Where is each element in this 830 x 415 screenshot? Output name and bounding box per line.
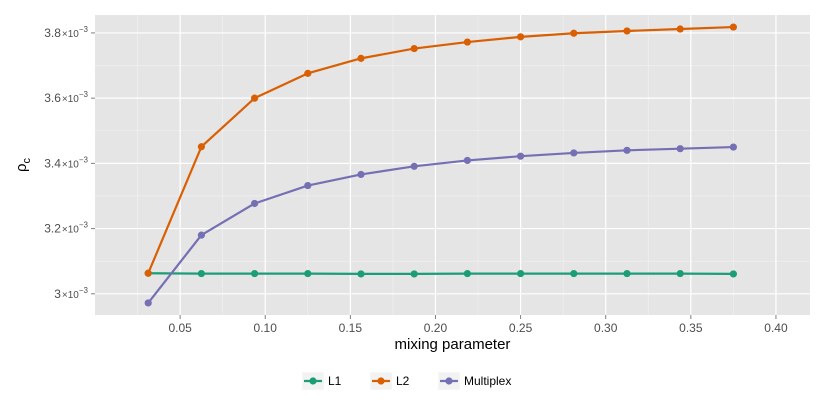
data-point-multiplex [410, 162, 418, 170]
y-tick-base: ×10 [62, 225, 79, 236]
y-tick-exponent: −3 [79, 155, 89, 164]
data-point-l1 [250, 269, 259, 278]
data-point-l2 [304, 69, 312, 77]
y-tick-exponent: −3 [79, 286, 89, 295]
data-point-l1 [304, 269, 312, 278]
y-tick-mantissa: 3.2 [44, 222, 61, 236]
data-point-l2 [516, 33, 525, 41]
y-tick-label: 3.8×10−3 [44, 25, 88, 40]
legend-label: Multiplex [464, 374, 511, 388]
y-tick-exponent: −3 [79, 221, 89, 230]
y-tick-exponent: −3 [79, 90, 89, 99]
y-axis: 3×10−33.2×10−33.4×10−33.6×10−33.8×10−3 [44, 25, 95, 301]
data-point-l2 [463, 38, 471, 46]
y-tick-base: ×10 [62, 159, 79, 170]
data-point-multiplex [570, 149, 578, 157]
data-point-l1 [197, 269, 205, 278]
data-point-multiplex [197, 231, 205, 239]
x-tick-label: 0.40 [764, 321, 788, 335]
data-point-l1 [463, 269, 471, 278]
data-point-l1 [516, 269, 525, 278]
y-tick-mantissa: 3.4 [44, 156, 61, 170]
data-point-l2 [357, 54, 365, 62]
legend-label: L1 [328, 374, 342, 388]
data-point-multiplex [463, 156, 471, 165]
y-tick-exponent: −3 [79, 25, 89, 34]
y-tick-base: ×10 [62, 290, 79, 301]
data-point-l2 [676, 25, 684, 33]
data-point-l1 [410, 270, 418, 278]
data-point-l2 [410, 44, 418, 53]
data-point-l2 [197, 143, 205, 151]
legend-item-l2: L2 [369, 371, 410, 391]
x-tick-label: 0.05 [168, 321, 192, 335]
series-layer [144, 23, 737, 307]
x-tick-label: 0.15 [339, 321, 363, 335]
data-point-multiplex [516, 152, 525, 160]
y-tick-base: ×10 [62, 29, 79, 40]
x-tick-label: 0.25 [509, 321, 533, 335]
legend-key-point [377, 377, 385, 385]
data-point-l1 [729, 270, 737, 278]
y-tick-label: 3.6×10−3 [44, 90, 88, 105]
legend-label: L2 [396, 374, 410, 388]
y-axis-title-main: ρ [13, 163, 30, 172]
data-point-l1 [570, 269, 578, 278]
data-point-l2 [570, 29, 578, 37]
data-point-l2 [729, 23, 737, 31]
series-multiplex [144, 143, 737, 307]
plot-panel [95, 15, 810, 315]
data-point-multiplex [250, 199, 259, 208]
data-point-multiplex [304, 181, 312, 190]
y-tick-label: 3.4×10−3 [44, 155, 88, 170]
series-l1 [144, 269, 737, 278]
data-point-l2 [144, 269, 152, 277]
y-axis-title-sub: c [21, 157, 33, 163]
y-tick-base: ×10 [62, 94, 79, 105]
x-tick-label: 0.20 [424, 321, 448, 335]
data-point-l1 [357, 270, 365, 278]
series-l2 [144, 23, 737, 277]
data-point-multiplex [623, 146, 631, 154]
y-tick-mantissa: 3.6 [44, 91, 61, 105]
y-tick-mantissa: 3 [54, 287, 61, 301]
legend-key-point [309, 377, 317, 385]
y-tick-label: 3×10−3 [54, 286, 88, 301]
data-point-multiplex [729, 143, 737, 151]
y-axis-title: ρc [13, 157, 33, 172]
legend-key-point [445, 377, 453, 385]
x-tick-label: 0.35 [679, 321, 703, 335]
data-point-multiplex [357, 170, 365, 179]
x-axis-title: mixing parameter [395, 336, 511, 353]
legend: L1 L2 Multiplex [301, 371, 511, 391]
y-tick-mantissa: 3.8 [44, 26, 61, 40]
legend-item-multiplex: Multiplex [437, 371, 511, 391]
data-point-multiplex [144, 299, 152, 307]
legend-item-l1: L1 [301, 371, 342, 391]
x-tick-label: 0.30 [594, 321, 618, 335]
x-tick-label: 0.10 [254, 321, 278, 335]
y-tick-label: 3.2×10−3 [44, 221, 88, 236]
major-gridlines [95, 15, 810, 315]
series-line-l1 [148, 272, 734, 276]
x-axis: 0.05 0.10 0.15 0.20 0.25 0.30 0.35 0.40 [168, 315, 788, 335]
data-point-l1 [676, 269, 684, 278]
series-line-l2 [147, 25, 734, 274]
series-line-multiplex [147, 145, 734, 304]
data-point-l2 [623, 27, 631, 35]
data-point-l2 [250, 94, 259, 102]
data-point-l1 [623, 269, 631, 278]
data-point-multiplex [676, 145, 684, 153]
